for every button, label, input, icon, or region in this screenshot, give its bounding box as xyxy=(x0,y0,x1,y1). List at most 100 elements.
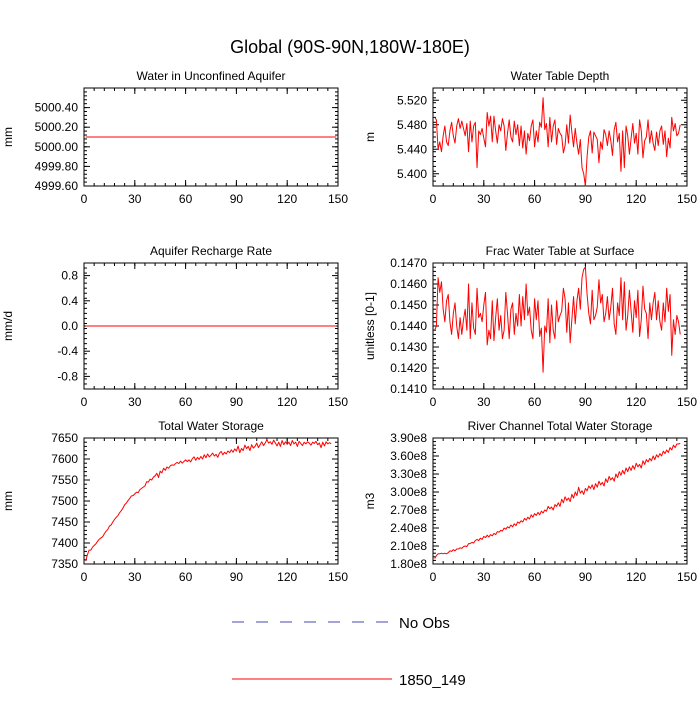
x-tick-label: 90 xyxy=(230,395,244,409)
x-tick-label: 0 xyxy=(81,192,88,206)
x-tick-label: 120 xyxy=(277,570,297,584)
x-tick-label: 120 xyxy=(626,395,646,409)
y-tick-label: 0.1450 xyxy=(390,298,427,312)
series-line-1850-149 xyxy=(85,439,332,562)
x-tick-label: 90 xyxy=(579,395,593,409)
panel-water-table-depth: Water Table Depth 0 30 60 90 120 150 5.400 5.440… xyxy=(363,69,697,206)
y-axis-label: m3 xyxy=(363,492,377,509)
x-tick-label: 0 xyxy=(430,395,437,409)
legend-label-1850-149: 1850_149 xyxy=(399,672,466,689)
x-tick-label: 90 xyxy=(230,192,244,206)
y-tick-label: 5.480 xyxy=(397,118,427,132)
x-tick-label: 150 xyxy=(677,570,697,584)
x-tick-label: 120 xyxy=(626,570,646,584)
y-tick-label: 0.1470 xyxy=(390,256,427,270)
x-tick-label: 120 xyxy=(277,395,297,409)
panel-title-water-table-depth: Water Table Depth xyxy=(511,69,610,83)
panel-river-channel-total-water-storage: River Channel Total Water Storage 0 30 60 90… xyxy=(363,419,697,584)
y-tick-label: 0.0 xyxy=(61,319,78,333)
x-tick-label: 120 xyxy=(626,192,646,206)
x-tick-label: 60 xyxy=(528,395,542,409)
y-axis-label: unitless [0-1] xyxy=(363,292,377,360)
x-tick-label: 30 xyxy=(128,395,142,409)
y-tick-label: 0.1440 xyxy=(390,319,427,333)
plot-frame xyxy=(83,87,339,187)
x-tick-label: 150 xyxy=(677,192,697,206)
y-tick-label: 5.520 xyxy=(397,93,427,107)
y-tick-label: 7400 xyxy=(51,536,78,550)
y-tick-label: 4999.60 xyxy=(35,179,79,193)
series-line-1850-149 xyxy=(434,97,681,187)
y-tick-label: 7550 xyxy=(51,473,78,487)
y-tick-label: 5.440 xyxy=(397,142,427,156)
legend-label-no-obs: No Obs xyxy=(399,615,450,632)
x-tick-label: 60 xyxy=(179,570,193,584)
y-tick-label: 2.10e8 xyxy=(390,539,427,553)
x-tick-label: 30 xyxy=(128,192,142,206)
y-tick-label: 0.1430 xyxy=(390,340,427,354)
y-tick-label: 0.8 xyxy=(61,269,78,283)
y-tick-label: 0.4 xyxy=(61,294,78,308)
y-tick-label: -0.8 xyxy=(57,369,78,383)
series-line-1850-149 xyxy=(434,266,681,373)
plot-frame xyxy=(432,437,688,565)
y-axis-label: m xyxy=(363,132,377,142)
panels: Water in Unconfined Aquifer 0 30 60 90 120 150… xyxy=(1,69,697,584)
x-tick-label: 60 xyxy=(179,395,193,409)
panel-frac-water-table-at-surface: Frac Water Table at Surface 0 30 60 90 120 150… xyxy=(363,244,697,409)
x-tick-label: 150 xyxy=(328,395,348,409)
y-tick-label: 3.30e8 xyxy=(390,467,427,481)
x-tick-label: 120 xyxy=(277,192,297,206)
panel-title-water-in-unconfined-aquifer: Water in Unconfined Aquifer xyxy=(137,69,286,83)
x-tick-label: 0 xyxy=(430,192,437,206)
y-tick-label: 0.1460 xyxy=(390,277,427,291)
y-tick-label: 7450 xyxy=(51,515,78,529)
x-tick-label: 90 xyxy=(579,192,593,206)
y-tick-label: 7350 xyxy=(51,557,78,571)
y-tick-label: 7600 xyxy=(51,452,78,466)
panel-total-water-storage: Total Water Storage 0 30 60 90 120 150 7350 7400… xyxy=(1,419,348,584)
y-tick-label: 7650 xyxy=(51,431,78,445)
series-line-1850-149 xyxy=(434,442,681,559)
x-tick-label: 60 xyxy=(528,570,542,584)
x-tick-label: 30 xyxy=(477,570,491,584)
x-tick-label: 30 xyxy=(128,570,142,584)
panel-water-in-unconfined-aquifer: Water in Unconfined Aquifer 0 30 60 90 120 150… xyxy=(1,69,348,206)
y-tick-label: 3.00e8 xyxy=(390,485,427,499)
y-tick-label: 2.40e8 xyxy=(390,521,427,535)
y-tick-label: 0.1410 xyxy=(390,382,427,396)
x-tick-label: 60 xyxy=(528,192,542,206)
plot-frame xyxy=(83,437,339,565)
y-tick-label: -0.4 xyxy=(57,344,78,358)
y-tick-label: 3.90e8 xyxy=(390,431,427,445)
x-tick-label: 90 xyxy=(579,570,593,584)
y-tick-label: 4999.80 xyxy=(35,159,79,173)
y-tick-label: 5000.40 xyxy=(35,101,79,115)
x-tick-label: 90 xyxy=(230,570,244,584)
x-tick-label: 30 xyxy=(477,192,491,206)
y-tick-label: 5.400 xyxy=(397,167,427,181)
y-tick-label: 5000.00 xyxy=(35,140,79,154)
x-tick-label: 0 xyxy=(430,570,437,584)
panel-title-frac-water-table-at-surface: Frac Water Table at Surface xyxy=(486,244,635,258)
y-tick-label: 1.80e8 xyxy=(390,557,427,571)
y-axis-label: mm/d xyxy=(1,311,15,341)
y-tick-label: 7500 xyxy=(51,494,78,508)
x-tick-label: 150 xyxy=(677,395,697,409)
x-tick-label: 0 xyxy=(81,570,88,584)
y-tick-label: 0.1420 xyxy=(390,361,427,375)
figure-title: Global (90S-90N,180W-180E) xyxy=(230,37,470,57)
y-tick-label: 3.60e8 xyxy=(390,449,427,463)
x-tick-label: 0 xyxy=(81,395,88,409)
x-tick-label: 150 xyxy=(328,570,348,584)
legend: No Obs 1850_149 xyxy=(232,615,466,689)
panel-title-river-channel-total-water-storage: River Channel Total Water Storage xyxy=(468,419,653,433)
y-axis-label: mm xyxy=(1,127,15,147)
x-tick-label: 150 xyxy=(328,192,348,206)
y-tick-label: 5000.20 xyxy=(35,120,79,134)
x-tick-label: 30 xyxy=(477,395,491,409)
y-tick-label: 2.70e8 xyxy=(390,503,427,517)
panel-title-total-water-storage: Total Water Storage xyxy=(158,419,264,433)
